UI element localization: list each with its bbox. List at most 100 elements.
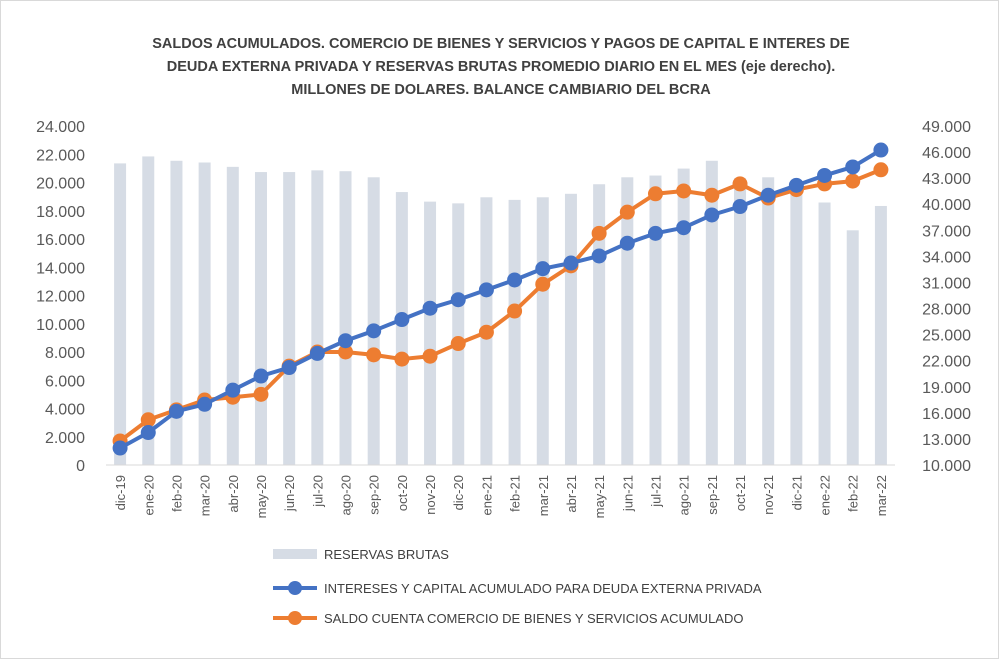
x-axis-tick-label: may-21 (592, 475, 607, 518)
bar-reservas-brutas (367, 177, 380, 466)
bar-reservas-brutas (226, 166, 239, 465)
x-axis-tick-label: abr-20 (226, 475, 241, 513)
right-axis-tick-label: 22.000 (922, 354, 971, 371)
x-axis-tick-label: feb-21 (508, 475, 523, 512)
x-axis-tick-label: dic-21 (789, 475, 804, 510)
right-axis-tick-label: 46.000 (922, 145, 971, 162)
x-axis-tick-label: mar-20 (198, 475, 213, 516)
x-axis-tick-label: feb-20 (169, 475, 184, 512)
series-point (338, 333, 354, 349)
series-line (119, 148, 882, 450)
bar-reservas-brutas (762, 177, 775, 466)
bar-reservas-brutas (677, 168, 690, 466)
left-axis-tick-label: 8.000 (45, 345, 85, 362)
series-point (732, 199, 748, 215)
x-axis-tick-label: ene-20 (141, 475, 156, 515)
series-point (394, 312, 410, 328)
series-point (338, 344, 354, 360)
legend-label: RESERVAS BRUTAS (324, 547, 449, 562)
x-axis-tick-label: ago-20 (339, 475, 354, 515)
chart-title: SALDOS ACUMULADOS. COMERCIO DE BIENES Y … (61, 33, 941, 102)
series-point (760, 187, 776, 203)
left-axis-tick-label: 12.000 (36, 289, 85, 306)
bar-reservas-brutas (846, 230, 859, 465)
x-axis-tick-label: nov-21 (761, 475, 776, 515)
series-point (788, 177, 804, 193)
series-point (704, 187, 720, 203)
series-point (704, 207, 720, 223)
legend-label: SALDO CUENTA COMERCIO DE BIENES Y SERVIC… (324, 611, 743, 626)
series-point (281, 360, 297, 376)
bar-reservas-brutas (564, 193, 577, 466)
right-axis-tick-label: 40.000 (922, 197, 971, 214)
series-point (535, 276, 551, 292)
series-point (168, 403, 184, 419)
bar-reservas-brutas (170, 160, 183, 465)
x-axis-tick-label: nov-20 (423, 475, 438, 515)
bar-reservas-brutas (424, 201, 437, 465)
series-point (619, 204, 635, 220)
bar-reservas-brutas (508, 199, 521, 465)
x-axis-tick-label: jul-21 (648, 475, 663, 508)
left-axis-tick-label: 0 (76, 458, 85, 475)
legend-swatch-marker (288, 581, 302, 595)
left-axis-tick-label: 6.000 (45, 373, 85, 390)
series-point (309, 345, 325, 361)
bar-reservas-brutas (283, 172, 296, 466)
series-point (507, 303, 523, 319)
bar-reservas-brutas (198, 162, 211, 465)
series-point (647, 186, 663, 202)
left-axis-tick-label: 22.000 (36, 147, 85, 164)
x-axis-tick-label: dic-20 (451, 475, 466, 510)
series-point (873, 162, 889, 178)
bar-reservas-brutas (818, 202, 831, 465)
chart-title-line: SALDOS ACUMULADOS. COMERCIO DE BIENES Y … (152, 36, 850, 52)
left-axis-tick-label: 16.000 (36, 232, 85, 249)
right-axis-tick-label: 13.000 (922, 432, 971, 449)
series-point (619, 235, 635, 251)
series-point (591, 248, 607, 264)
x-axis-tick-label: ene-22 (818, 475, 833, 515)
right-axis-tick-label: 19.000 (922, 380, 971, 397)
series-point (253, 386, 269, 402)
series-point (732, 176, 748, 192)
series-point (647, 225, 663, 241)
legend-swatch-marker (288, 611, 302, 625)
legend-swatch-bar (273, 549, 317, 559)
left-axis-tick-label: 20.000 (36, 176, 85, 193)
left-axis-tick-label: 24.000 (36, 119, 85, 136)
bar-reservas-brutas (621, 177, 634, 466)
series-point (450, 292, 466, 308)
bar-reservas-brutas (649, 175, 662, 466)
series-point (253, 368, 269, 384)
bar-reservas-brutas (734, 178, 747, 465)
left-axis-tick-label: 10.000 (36, 317, 85, 334)
x-axis-tick-label: sep-21 (705, 475, 720, 515)
x-axis-tick-label: ago-21 (677, 475, 692, 515)
series-point (817, 167, 833, 183)
x-axis-tick-label: sep-20 (367, 475, 382, 515)
x-axis-tick-label: dic-19 (113, 475, 128, 510)
right-axis-tick-label: 34.000 (922, 249, 971, 266)
right-axis-tick-label: 16.000 (922, 406, 971, 423)
series-point (563, 255, 579, 271)
x-axis-tick-label: feb-22 (846, 475, 861, 512)
series-line (118, 167, 882, 443)
bar-reservas-brutas (339, 171, 352, 465)
legend-label: INTERESES Y CAPITAL ACUMULADO PARA DEUDA… (324, 581, 762, 596)
left-axis-tick-label: 18.000 (36, 204, 85, 221)
series-point (394, 351, 410, 367)
left-axis-tick-label: 4.000 (45, 402, 85, 419)
series-point (225, 382, 241, 398)
series-point (507, 272, 523, 288)
series-point (366, 323, 382, 339)
x-axis-tick-label: jun-20 (282, 475, 297, 512)
series-point (478, 282, 494, 298)
bar-reservas-brutas (114, 163, 127, 465)
series-point (450, 336, 466, 352)
series-point (845, 159, 861, 175)
series-point (112, 440, 128, 456)
series-point (873, 142, 889, 158)
series-point (478, 324, 494, 340)
